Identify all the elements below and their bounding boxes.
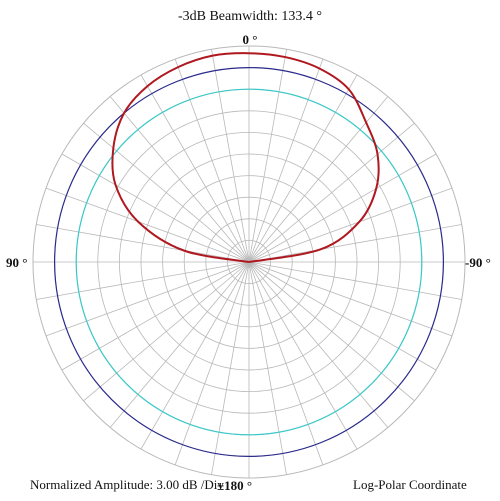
radiation-pattern	[111, 52, 380, 263]
grid-spoke	[36, 224, 250, 263]
grid-spoke	[248, 224, 462, 263]
grid-spoke	[45, 261, 250, 337]
grid-spoke	[248, 261, 358, 450]
reference-rings	[54, 67, 444, 457]
reference-ring-inner	[75, 88, 423, 436]
reference-ring-outer	[54, 67, 444, 457]
amplitude-scale-label: Normalized Amplitude: 3.00 dB /Div	[30, 477, 224, 492]
grid-spoke	[61, 261, 250, 371]
grid-spoke	[248, 122, 415, 263]
angle-label-right: -90 °	[465, 255, 491, 270]
grid-spoke	[36, 261, 250, 300]
grid-spoke	[248, 261, 462, 300]
grid-spoke	[248, 261, 287, 475]
polar-grid	[32, 45, 466, 479]
grid-spoke	[83, 122, 250, 263]
grid-spoke	[109, 261, 250, 428]
grid-spoke	[140, 74, 250, 263]
grid-spoke	[83, 261, 250, 402]
grid-spoke	[211, 49, 250, 263]
grid-spoke	[248, 49, 287, 263]
grid-spoke	[248, 261, 453, 337]
grid-spoke	[248, 187, 453, 263]
grid-spoke	[248, 153, 437, 263]
grid-spoke	[248, 261, 324, 466]
grid-spoke	[45, 187, 250, 263]
angle-label-bottom: ±180 °	[217, 478, 253, 493]
grid-spoke	[248, 261, 415, 402]
grid-spoke	[61, 153, 250, 263]
grid-spoke	[174, 58, 250, 263]
angle-label-top: 0 °	[242, 32, 258, 47]
chart-title: -3dB Beamwidth: 133.4 °	[177, 9, 323, 24]
grid-spoke	[248, 74, 358, 263]
pattern-curve	[111, 52, 380, 263]
grid-spoke	[248, 261, 437, 371]
grid-spoke	[248, 58, 324, 263]
grid-spoke	[248, 96, 389, 263]
grid-spoke	[211, 261, 250, 475]
coordinate-type-label: Log-Polar Coordinate	[353, 477, 467, 492]
grid-spoke	[140, 261, 250, 450]
grid-spoke	[109, 96, 250, 263]
grid-spoke	[174, 261, 250, 466]
grid-spoke	[248, 261, 389, 428]
angle-label-left: 90 °	[6, 255, 28, 270]
